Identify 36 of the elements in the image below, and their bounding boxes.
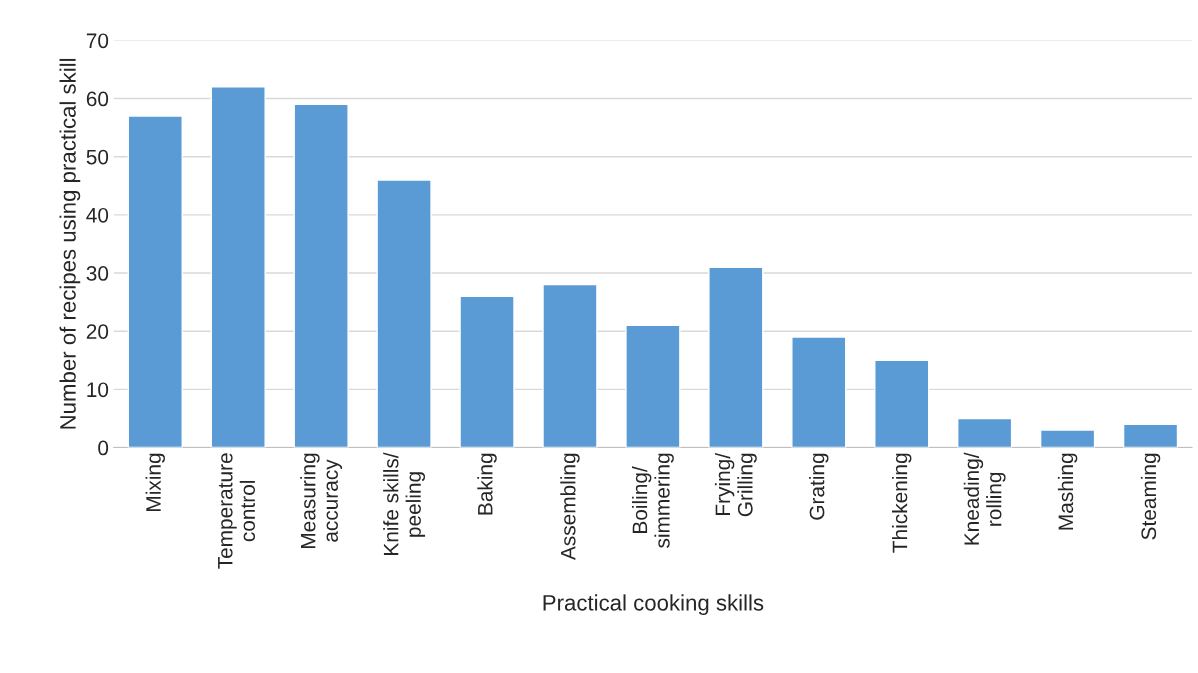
x-tick-label: Assembling <box>560 453 580 561</box>
y-tick-label: 50 <box>86 149 109 165</box>
y-tick-label: 60 <box>86 91 109 107</box>
x-tick-label: Measuring accuracy <box>300 453 343 548</box>
x-tick-label: Boiling/ simmering <box>631 453 674 548</box>
x-tick-label: Grating <box>809 453 829 520</box>
bar <box>708 266 764 448</box>
bar <box>542 283 598 448</box>
x-tick-label: Baking <box>477 453 497 515</box>
bar <box>791 336 847 448</box>
x-tick-label: Steaming <box>1140 453 1161 540</box>
bar <box>874 359 930 448</box>
x-tick-label: Knife skills/ peeling <box>383 452 426 555</box>
x-tick-label: Mixing <box>145 453 165 511</box>
bar <box>957 417 1013 448</box>
bar <box>210 86 266 448</box>
bar <box>1039 429 1096 448</box>
x-tick-label: Thickening <box>892 453 912 553</box>
x-tick-label: Temperature control <box>218 453 256 569</box>
bar <box>293 103 349 448</box>
y-axis-title: Number of recipes using practical skill <box>59 58 81 429</box>
bar <box>376 179 432 448</box>
y-tick-label: 30 <box>86 266 109 281</box>
y-tick-label: 70 <box>86 33 109 49</box>
y-tick-label: 10 <box>87 382 109 398</box>
x-tick-label: Kneading/ rolling <box>963 452 1006 545</box>
y-tick-label: 20 <box>86 324 109 339</box>
bar <box>1122 423 1179 448</box>
x-tick-label: Frying/ Grilling <box>714 452 757 517</box>
y-tick-label: 0 <box>98 440 109 456</box>
x-tick-label: Mashing <box>1057 453 1078 530</box>
y-tick-label: 40 <box>86 207 109 223</box>
bar <box>625 324 681 448</box>
bar <box>459 295 515 448</box>
bar <box>127 115 183 448</box>
x-axis-title: Practical cooking skills <box>543 594 764 616</box>
